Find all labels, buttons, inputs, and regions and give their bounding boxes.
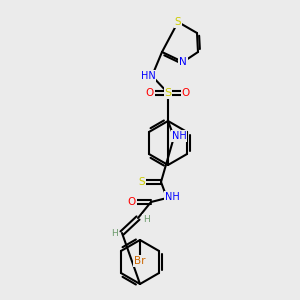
Text: O: O — [146, 88, 154, 98]
Text: HN: HN — [141, 71, 155, 81]
Text: S: S — [139, 177, 145, 187]
Text: NH: NH — [165, 192, 179, 202]
Text: Br: Br — [134, 256, 146, 266]
Text: O: O — [182, 88, 190, 98]
Text: NH: NH — [172, 131, 186, 141]
Text: S: S — [175, 17, 181, 27]
Text: H: H — [142, 214, 149, 224]
Text: S: S — [164, 88, 172, 98]
Text: N: N — [179, 57, 187, 67]
Text: H: H — [111, 230, 117, 238]
Text: O: O — [128, 197, 136, 207]
